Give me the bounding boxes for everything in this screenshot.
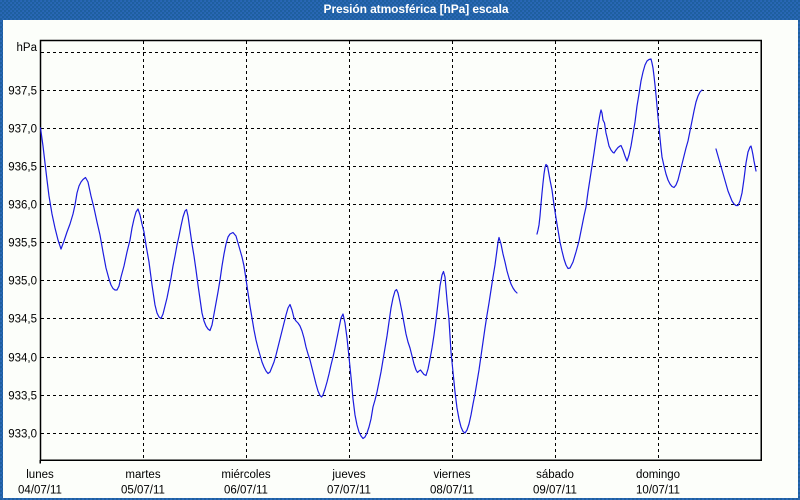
svg-text:07/07/11: 07/07/11 bbox=[327, 485, 371, 497]
svg-text:10/07/11: 10/07/11 bbox=[636, 485, 680, 497]
svg-text:viernes: viernes bbox=[433, 469, 470, 481]
svg-text:martes: martes bbox=[125, 469, 160, 481]
svg-text:934,0: 934,0 bbox=[8, 353, 37, 365]
svg-text:08/07/11: 08/07/11 bbox=[430, 485, 474, 497]
svg-text:hPa: hPa bbox=[17, 42, 38, 54]
svg-text:lunes: lunes bbox=[26, 469, 54, 481]
svg-text:937,0: 937,0 bbox=[8, 124, 37, 136]
svg-text:935,0: 935,0 bbox=[8, 276, 37, 288]
svg-text:936,5: 936,5 bbox=[8, 162, 37, 174]
svg-text:sábado: sábado bbox=[536, 469, 574, 481]
svg-text:04/07/11: 04/07/11 bbox=[18, 485, 62, 497]
svg-text:jueves: jueves bbox=[331, 469, 365, 481]
svg-text:miércoles: miércoles bbox=[221, 469, 270, 481]
svg-text:937,5: 937,5 bbox=[8, 86, 37, 98]
svg-text:06/07/11: 06/07/11 bbox=[224, 485, 268, 497]
svg-text:05/07/11: 05/07/11 bbox=[121, 485, 165, 497]
svg-text:933,5: 933,5 bbox=[8, 391, 37, 403]
svg-text:936,0: 936,0 bbox=[8, 200, 37, 212]
svg-text:934,5: 934,5 bbox=[8, 314, 37, 326]
svg-text:933,0: 933,0 bbox=[8, 429, 37, 441]
svg-text:domingo: domingo bbox=[636, 469, 680, 481]
svg-text:09/07/11: 09/07/11 bbox=[533, 485, 577, 497]
svg-text:935,5: 935,5 bbox=[8, 238, 37, 250]
